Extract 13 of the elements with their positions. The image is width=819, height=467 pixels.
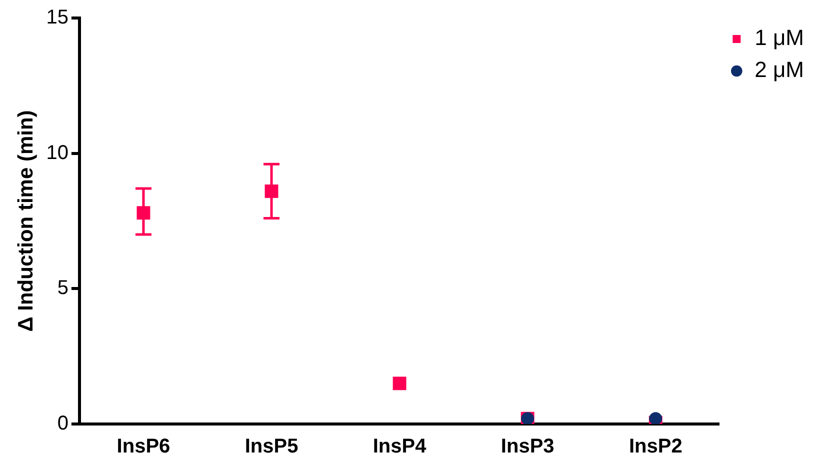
y-tick-label: 10 <box>46 142 68 164</box>
x-tick-label: InsP5 <box>244 436 298 458</box>
y-axis-title: Δ Induction time (min) <box>14 110 38 332</box>
x-tick-label: InsP3 <box>500 436 554 458</box>
y-tick-label: 5 <box>57 277 68 300</box>
legend-label: 1 μM <box>754 25 804 50</box>
legend-label: 2 μM <box>754 57 804 82</box>
y-tick-label: 15 <box>46 6 68 29</box>
x-tick-label: InsP4 <box>372 436 428 458</box>
x-tick-label: InsP6 <box>116 436 170 458</box>
y-tick-label: 0 <box>57 412 68 435</box>
point <box>392 376 406 390</box>
x-tick-label: InsP2 <box>628 436 682 458</box>
